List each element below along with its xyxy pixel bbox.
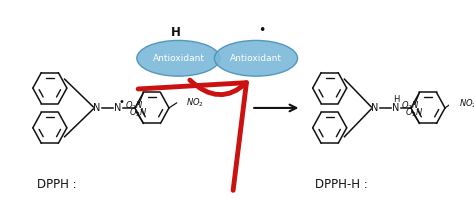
Text: DPPH :: DPPH :: [36, 178, 76, 191]
Text: $NO_2$: $NO_2$: [186, 97, 204, 109]
Text: N: N: [371, 103, 379, 113]
Text: H: H: [393, 96, 400, 104]
Text: N: N: [114, 103, 122, 113]
Text: •: •: [258, 24, 265, 37]
Text: Antioxidant: Antioxidant: [153, 54, 204, 63]
Text: Antioxidant: Antioxidant: [230, 54, 282, 63]
Ellipse shape: [214, 40, 298, 76]
Text: $O_2N$: $O_2N$: [405, 106, 424, 119]
Text: DPPH-H :: DPPH-H :: [315, 178, 367, 191]
Text: •: •: [119, 97, 125, 107]
Text: $O_2N$: $O_2N$: [129, 106, 148, 119]
Text: H: H: [171, 26, 181, 39]
Text: N: N: [392, 103, 400, 113]
Text: $O_2N$: $O_2N$: [125, 99, 143, 112]
Text: $NO_2$: $NO_2$: [459, 98, 474, 110]
Ellipse shape: [137, 40, 220, 76]
Text: $O_2N$: $O_2N$: [401, 99, 419, 112]
Text: N: N: [93, 103, 101, 113]
FancyArrowPatch shape: [138, 80, 246, 190]
